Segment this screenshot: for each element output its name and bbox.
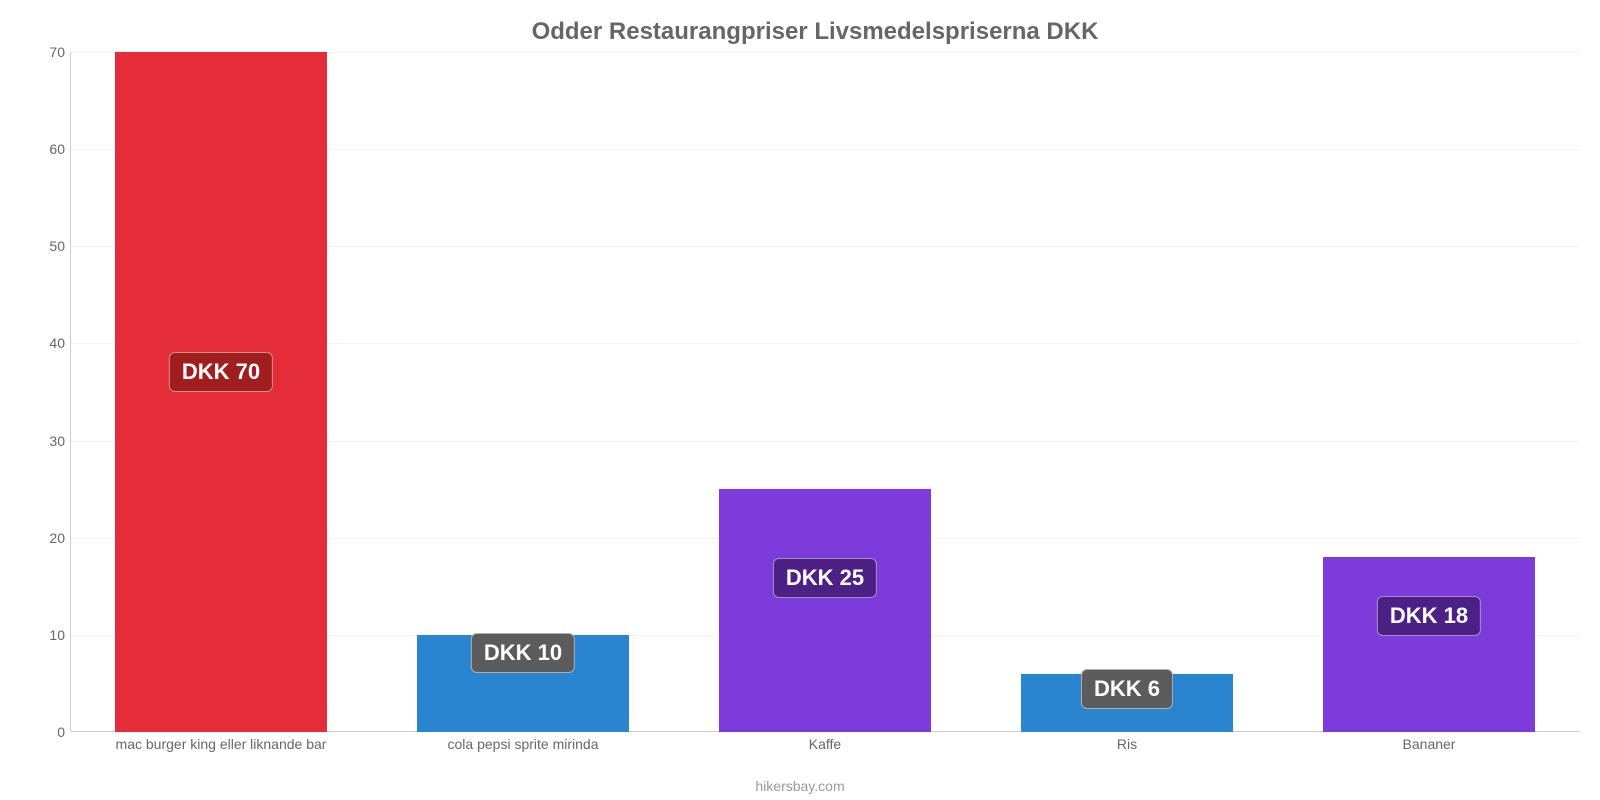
value-badge: DKK 70 (169, 352, 273, 392)
y-axis-tick-label: 40 (35, 335, 65, 351)
bar: DKK 6 (1021, 674, 1232, 732)
value-badge: DKK 25 (773, 558, 877, 598)
footer-attribution: hikersbay.com (0, 778, 1600, 794)
y-axis-tick-label: 70 (35, 44, 65, 60)
chart-title: Odder Restaurangpriser Livsmedelsprisern… (50, 10, 1580, 52)
x-axis-tick-label: cola pepsi sprite mirinda (448, 736, 599, 752)
value-badge: DKK 18 (1377, 596, 1481, 636)
x-axis-tick-label: mac burger king eller liknande bar (116, 736, 327, 752)
y-axis-labels: 010203040506070 (35, 52, 65, 732)
bar: DKK 25 (719, 489, 930, 732)
bar: DKK 18 (1323, 557, 1534, 732)
plot-area: 010203040506070 DKK 70DKK 10DKK 25DKK 6D… (70, 52, 1580, 732)
x-axis-tick-label: Ris (1117, 736, 1137, 752)
y-axis-tick-label: 20 (35, 530, 65, 546)
value-badge: DKK 10 (471, 633, 575, 673)
x-axis-labels: mac burger king eller liknande bar cola p… (70, 736, 1580, 756)
x-axis-tick-label: Bananer (1403, 736, 1456, 752)
value-badge: DKK 6 (1081, 669, 1173, 709)
bar: DKK 70 (115, 52, 326, 732)
y-axis-tick-label: 10 (35, 627, 65, 643)
bars-group: DKK 70 DKK 10 DKK 25 DKK 6 DKK 18 (70, 52, 1580, 732)
y-axis-tick-label: 30 (35, 433, 65, 449)
x-axis-tick-label: Kaffe (809, 736, 841, 752)
y-axis-tick-label: 0 (35, 724, 65, 740)
bar: DKK 10 (417, 635, 628, 732)
y-axis-tick-label: 50 (35, 238, 65, 254)
chart-container: Odder Restaurangpriser Livsmedelsprisern… (0, 0, 1600, 800)
y-axis-tick-label: 60 (35, 141, 65, 157)
